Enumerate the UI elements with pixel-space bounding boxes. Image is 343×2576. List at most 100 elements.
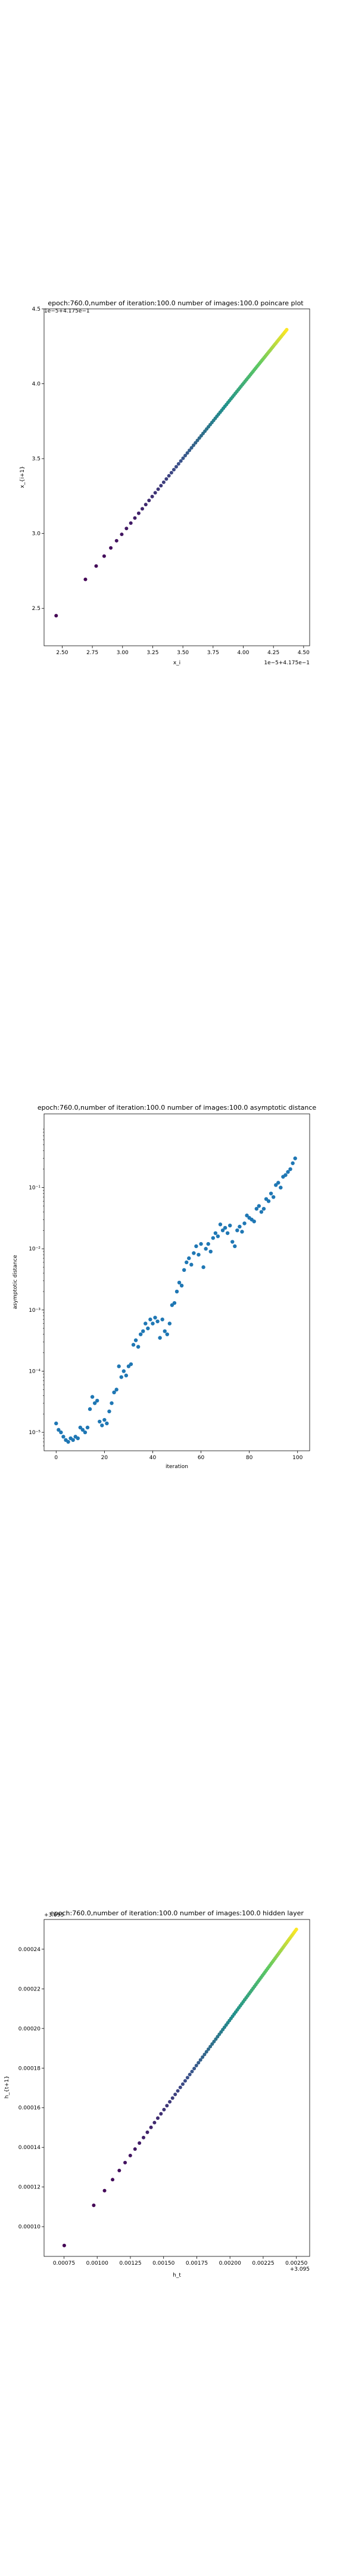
poincare-y-tick-label: 2.5 [32, 606, 40, 612]
hidden-layer-y-offset: +3.095 [44, 1912, 64, 1918]
poincare-point [167, 473, 171, 478]
asymptotic-point [144, 1321, 148, 1326]
hidden-layer-y-label: h_{t+1} [4, 2076, 10, 2098]
asymptotic-title: epoch:760.0,number of iteration:100.0 nu… [38, 1104, 317, 1111]
asymptotic-point [204, 1247, 208, 1251]
asymptotic-point [105, 1421, 109, 1426]
asymptotic-point [80, 1428, 85, 1432]
asymptotic-point [199, 1241, 203, 1246]
asymptotic-point [98, 1419, 102, 1424]
asymptotic-y-tick-label: 10⁻¹ [29, 1185, 40, 1191]
asymptotic-point [185, 1260, 189, 1265]
poincare-x-tick-label: 2.75 [86, 650, 98, 656]
asymptotic-point [100, 1423, 104, 1428]
poincare-point [176, 462, 180, 466]
asymptotic-x-label: iteration [166, 1464, 188, 1470]
asymptotic-point [177, 1280, 182, 1285]
hidden-layer-x-label: h_t [173, 2272, 181, 2278]
hidden-layer-point [294, 1927, 298, 1931]
hidden-layer-title: epoch:760.0,number of iteration:100.0 nu… [50, 1909, 304, 1917]
hidden-layer-y-tick-label: 0.00018 [18, 2066, 40, 2072]
poincare-point [285, 327, 289, 332]
poincare-point [136, 511, 141, 515]
asymptotic-point [124, 1373, 129, 1377]
asymptotic-point [136, 1345, 141, 1349]
hidden-layer-point [128, 2153, 132, 2157]
hidden-layer-point [202, 2052, 207, 2057]
hidden-layer-chart: epoch:760.0,number of iteration:100.0 nu… [4, 1909, 310, 2278]
asymptotic-point [235, 1228, 239, 1233]
poincare-point [172, 467, 176, 472]
asymptotic-point [179, 1283, 184, 1288]
hidden-layer-points [62, 1927, 298, 2247]
asymptotic-point [211, 1236, 216, 1240]
asymptotic-point [110, 1401, 114, 1405]
asymptotic-point [213, 1231, 218, 1236]
poincare-point [144, 503, 148, 507]
asymptotic-point [78, 1425, 83, 1430]
asymptotic-point [83, 1430, 88, 1435]
asymptotic-point [187, 1256, 191, 1261]
hidden-layer-point [197, 2061, 201, 2065]
asymptotic-point [259, 1210, 264, 1214]
asymptotic-point [245, 1213, 249, 1218]
asymptotic-point [240, 1230, 244, 1234]
asymptotic-point [112, 1390, 116, 1395]
asymptotic-point [90, 1395, 95, 1399]
poincare-points [54, 327, 289, 618]
hidden-layer-point [198, 2058, 202, 2062]
poincare-point [133, 516, 137, 520]
asymptotic-point [230, 1240, 235, 1244]
asymptotic-y-tick-label: 10⁻⁵ [29, 1430, 40, 1436]
asymptotic-point [192, 1251, 196, 1255]
hidden-layer-point [62, 2243, 66, 2247]
hidden-layer-point [201, 2055, 205, 2059]
hidden-layer-point [210, 2042, 214, 2046]
hidden-layer-point [168, 2100, 172, 2104]
hidden-layer-x-tick-label: 0.00250 [285, 2261, 307, 2267]
poincare-point [129, 521, 133, 525]
hidden-layer-point [138, 2141, 142, 2145]
asymptotic-point [276, 1181, 280, 1185]
asymptotic-point [158, 1336, 162, 1340]
hidden-layer-x-ticks: 0.00075 0.00100 0.00125 0.00150 0.00175 0.002… [53, 2256, 308, 2267]
hidden-layer-y-tick-label: 0.00012 [18, 2185, 40, 2191]
hidden-layer-point [117, 2169, 121, 2173]
asymptotic-point [201, 1265, 205, 1270]
asymptotic-point [165, 1332, 169, 1336]
poincare-point [191, 443, 195, 447]
poincare-point [179, 459, 183, 463]
hidden-layer-point [178, 2085, 182, 2089]
asymptotic-point [189, 1262, 194, 1267]
asymptotic-point [228, 1223, 232, 1228]
asymptotic-point [114, 1388, 119, 1392]
poincare-x-tick-label: 4.25 [267, 650, 279, 656]
hidden-layer-point [183, 2079, 187, 2083]
asymptotic-point [92, 1401, 97, 1405]
asymptotic-point [174, 1289, 179, 1294]
hidden-layer-point [173, 2092, 177, 2097]
poincare-x-tick-label: 3.75 [207, 650, 219, 656]
asymptotic-point [274, 1183, 278, 1187]
poincare-x-tick-label: 3.50 [177, 650, 189, 656]
asymptotic-point [66, 1439, 70, 1444]
asymptotic-point [119, 1375, 123, 1379]
hidden-layer-y-ticks: 0.00010 0.00012 0.00014 0.00016 0.00018 0.000… [18, 1947, 44, 2230]
hidden-layer-x-tick-label: 0.00100 [86, 2261, 108, 2267]
asymptotic-y-label: asymptotic distance [13, 1255, 18, 1309]
asymptotic-point [117, 1364, 121, 1368]
hidden-layer-axes-frame [43, 1919, 310, 2257]
poincare-y-offset: 1e−5+4.175e−1 [44, 308, 90, 314]
asymptotic-point [85, 1425, 90, 1430]
poincare-x-ticks: 2.50 2.75 3.00 3.25 3.50 3.75 4.00 4.25 4.50 [56, 646, 310, 656]
poincare-point [83, 577, 88, 581]
asymptotic-y-tick-label: 10⁻³ [29, 1308, 40, 1314]
hidden-layer-point [212, 2039, 216, 2044]
poincare-point [120, 532, 124, 537]
hidden-layer-point [92, 2203, 96, 2207]
hidden-layer-point [152, 2120, 157, 2125]
poincare-point [102, 554, 106, 558]
asymptotic-point [76, 1436, 80, 1441]
poincare-y-tick-label: 4.0 [32, 382, 41, 388]
asymptotic-point [155, 1319, 160, 1324]
